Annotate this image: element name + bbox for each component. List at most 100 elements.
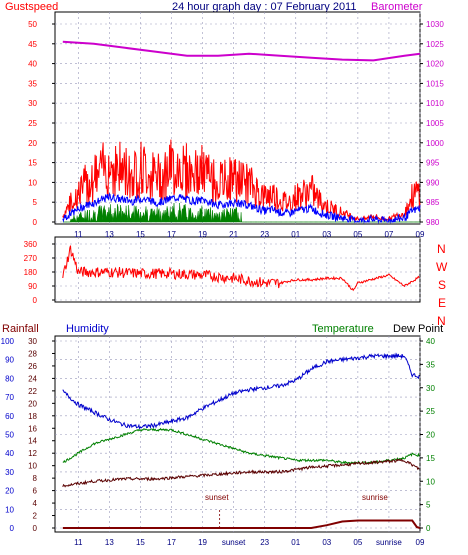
dir-axis-tick-270: 270 xyxy=(24,254,38,263)
wind-axis-tick-35: 35 xyxy=(28,79,37,88)
x-tick-bottom-10: sunrise xyxy=(376,538,402,547)
series-windspeed xyxy=(62,192,421,224)
temp-axis-tick-15: 15 xyxy=(426,454,435,463)
wind-axis-tick-10: 10 xyxy=(28,178,37,187)
wind-dir-e: E xyxy=(438,296,446,310)
x-tick-bottom-11: 09 xyxy=(416,538,425,547)
mid-axis-tick-20: 20 xyxy=(28,399,37,408)
temp-axis-tick-20: 20 xyxy=(426,431,435,440)
wind-axis-tick-15: 15 xyxy=(28,159,37,168)
x-tick-top-07: 07 xyxy=(384,230,393,239)
humidity-axis-tick-100: 100 xyxy=(1,337,15,346)
humidity-axis-tick-0: 0 xyxy=(10,524,15,533)
humidity-axis-tick-70: 70 xyxy=(5,393,14,402)
wind-axis-tick-20: 20 xyxy=(28,139,37,148)
baro-axis-tick-990: 990 xyxy=(426,178,440,187)
x-tick-top-21: 21 xyxy=(229,230,238,239)
series-rainfall xyxy=(62,519,421,529)
series-dewpoint xyxy=(62,458,420,488)
temp-axis-tick-0: 0 xyxy=(426,524,431,533)
x-tick-bottom-2: 15 xyxy=(136,538,145,547)
dir-axis-tick-180: 180 xyxy=(24,268,38,277)
mid-axis-tick-16: 16 xyxy=(28,424,37,433)
mid-axis-tick-4: 4 xyxy=(33,499,38,508)
humidity-axis-tick-60: 60 xyxy=(5,412,14,421)
temp-axis-tick-10: 10 xyxy=(426,477,435,486)
wind-axis-tick-0: 0 xyxy=(33,218,38,227)
wind-dir-n-bottom: N xyxy=(437,314,446,328)
mid-axis-tick-8: 8 xyxy=(33,474,38,483)
x-tick-bottom-6: 23 xyxy=(260,538,269,547)
x-tick-bottom-5: sunset xyxy=(222,538,246,547)
direction-panel-frame xyxy=(54,236,421,303)
temp-axis-tick-25: 25 xyxy=(426,407,435,416)
humidity-axis-tick-30: 30 xyxy=(5,468,14,477)
bottom-panel-frame xyxy=(54,335,421,533)
rainfall-label: Rainfall xyxy=(2,323,39,335)
x-tick-top-11: 11 xyxy=(74,230,83,239)
series-average-fill xyxy=(62,202,420,223)
baro-axis-tick-1025: 1025 xyxy=(426,40,444,49)
mid-axis-tick-22: 22 xyxy=(28,387,37,396)
mid-axis-tick-12: 12 xyxy=(28,449,37,458)
series-temperature xyxy=(62,427,420,465)
humidity-axis-tick-20: 20 xyxy=(5,487,14,496)
x-tick-bottom-3: 17 xyxy=(167,538,176,547)
sunrise-label: sunrise xyxy=(362,493,388,502)
wind-axis-tick-25: 25 xyxy=(28,119,37,128)
mid-axis-tick-24: 24 xyxy=(28,374,37,383)
baro-axis-tick-985: 985 xyxy=(426,198,440,207)
x-tick-bottom-0: 11 xyxy=(74,538,83,547)
mid-axis-tick-0: 0 xyxy=(33,524,38,533)
wind-dir-s: S xyxy=(438,278,446,292)
dir-axis-tick-360: 360 xyxy=(24,240,38,249)
x-tick-top-03: 03 xyxy=(322,230,331,239)
barometer-label: Barometer xyxy=(371,1,423,13)
graph-title: 24 hour graph day : 07 February 2011 xyxy=(172,1,356,13)
humidity-axis-tick-40: 40 xyxy=(5,449,14,458)
humidity-label: Humidity xyxy=(66,323,109,335)
baro-axis-tick-1020: 1020 xyxy=(426,60,444,69)
x-tick-top-01: 01 xyxy=(291,230,300,239)
x-tick-top-19: 19 xyxy=(198,230,207,239)
series-gustspeed xyxy=(62,139,421,222)
mid-axis-tick-6: 6 xyxy=(33,487,38,496)
x-tick-top-17: 17 xyxy=(167,230,176,239)
baro-axis-tick-980: 980 xyxy=(426,218,440,227)
baro-axis-tick-1005: 1005 xyxy=(426,119,444,128)
wind-dir-n-top: N xyxy=(437,242,446,256)
baro-axis-tick-1015: 1015 xyxy=(426,79,444,88)
x-tick-bottom-8: 03 xyxy=(322,538,331,547)
wind-axis-tick-45: 45 xyxy=(28,40,37,49)
data-layer xyxy=(62,40,421,529)
sunset-label: sunset xyxy=(205,493,229,502)
series-humidity xyxy=(62,352,420,430)
x-tick-bottom-4: 19 xyxy=(198,538,207,547)
humidity-axis-tick-10: 10 xyxy=(5,505,14,514)
mid-axis-tick-30: 30 xyxy=(28,337,37,346)
temp-axis-tick-35: 35 xyxy=(426,360,435,369)
mid-axis-tick-28: 28 xyxy=(28,349,37,358)
x-tick-top-05: 05 xyxy=(353,230,362,239)
wind-axis-tick-40: 40 xyxy=(28,60,37,69)
x-tick-top-09: 09 xyxy=(416,230,425,239)
wind-dir-w: W xyxy=(436,260,448,274)
baro-axis-tick-1000: 1000 xyxy=(426,139,444,148)
humidity-axis-tick-90: 90 xyxy=(5,356,14,365)
baro-axis-tick-1010: 1010 xyxy=(426,99,444,108)
mid-axis-tick-10: 10 xyxy=(28,462,37,471)
x-tick-top-23: 23 xyxy=(260,230,269,239)
x-tick-top-15: 15 xyxy=(136,230,145,239)
gustspeed-label: Gustspeed xyxy=(5,1,58,13)
wind-axis-tick-30: 30 xyxy=(28,99,37,108)
baro-axis-tick-995: 995 xyxy=(426,159,440,168)
temp-axis-tick-30: 30 xyxy=(426,384,435,393)
wind-axis-tick-5: 5 xyxy=(33,198,38,207)
mid-axis-tick-2: 2 xyxy=(33,512,38,521)
temperature-label: Temperature xyxy=(312,323,374,335)
temp-axis-tick-40: 40 xyxy=(426,337,435,346)
x-tick-bottom-7: 01 xyxy=(291,538,300,547)
mid-axis-tick-14: 14 xyxy=(28,437,37,446)
series-wind-direction xyxy=(62,245,420,292)
